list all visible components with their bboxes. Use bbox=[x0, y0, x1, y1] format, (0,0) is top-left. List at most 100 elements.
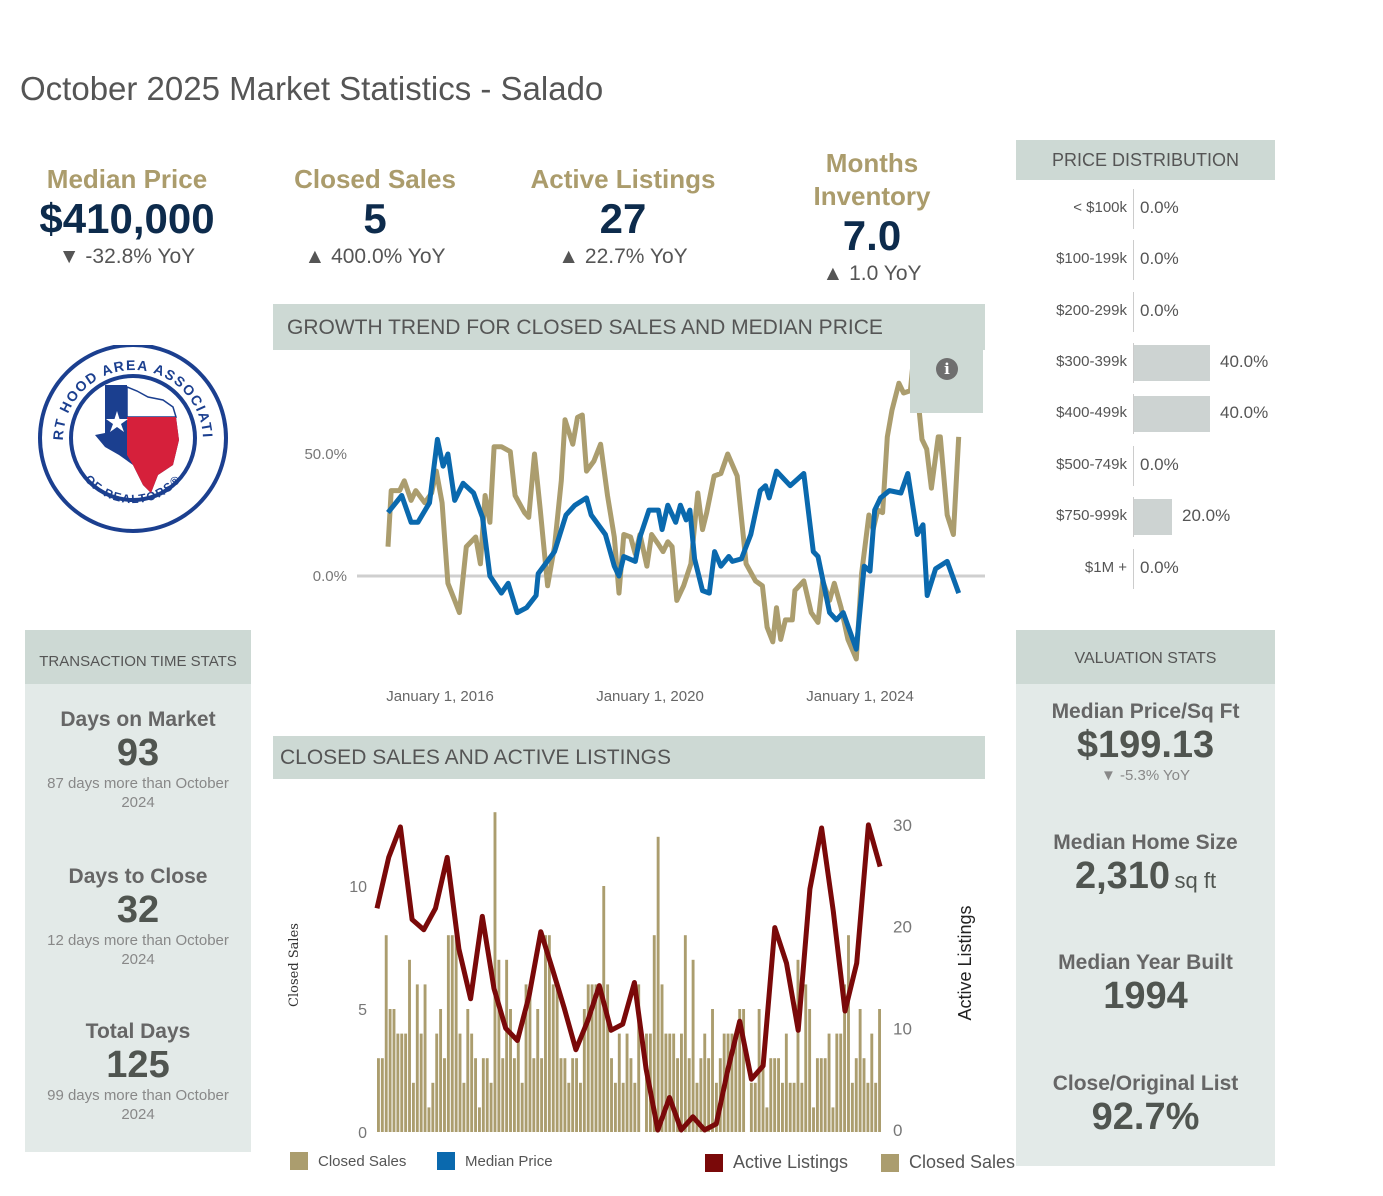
kpi-label: Active Listings bbox=[530, 164, 716, 194]
stat-label: Median Price/Sq Ft bbox=[1051, 700, 1240, 723]
legend-active-listings[interactable]: Active Listings bbox=[705, 1152, 848, 1173]
kpi-label: Median Price bbox=[46, 164, 208, 194]
closed-sales-bar bbox=[781, 1082, 784, 1132]
price-percent-label: 0.0% bbox=[1140, 249, 1179, 268]
stat-value: 92.7% bbox=[1091, 1096, 1200, 1138]
active-listings-line bbox=[374, 822, 883, 1133]
closed-sales-bar bbox=[843, 984, 847, 1132]
kpi-value: 5 bbox=[363, 195, 387, 242]
transaction-time-panel: TRANSACTION TIME STATS Days on Market 93… bbox=[25, 630, 251, 1152]
closed-sales-bar bbox=[769, 1058, 773, 1132]
stat-days-to-close: Days to Close 32 12 days more than Octob… bbox=[25, 865, 251, 969]
closed-sales-bar bbox=[377, 1058, 380, 1132]
closed-sales-bar bbox=[388, 1009, 392, 1132]
stat-value: 1994 bbox=[1103, 975, 1188, 1017]
closed-sales-bar bbox=[551, 984, 555, 1132]
closed-sales-bar bbox=[493, 812, 497, 1132]
valuation-header: VALUATION STATS bbox=[1016, 630, 1275, 684]
legend-swatch bbox=[705, 1153, 723, 1172]
closed-sales-bar bbox=[629, 1058, 633, 1132]
legend-label: Closed Sales bbox=[318, 1152, 407, 1170]
series-line-closed-sales bbox=[385, 366, 962, 662]
closed-sales-bar bbox=[450, 935, 454, 1132]
closed-sales-bar bbox=[544, 935, 547, 1132]
axis-line bbox=[1133, 189, 1134, 229]
stat-value: 32 bbox=[116, 889, 160, 931]
closed-sales-bar bbox=[676, 1058, 679, 1132]
price-distribution-bar[interactable] bbox=[1134, 499, 1172, 535]
closed-sales-bar bbox=[765, 1107, 769, 1132]
closed-sales-bar bbox=[792, 1082, 796, 1132]
closed-sales-bar bbox=[392, 1009, 396, 1132]
y-tick-label: 0 bbox=[358, 1125, 367, 1142]
closed-sales-bar bbox=[742, 1009, 746, 1132]
kpi-change: ▲ 1.0 YoY bbox=[822, 262, 922, 285]
price-distribution-bar[interactable] bbox=[1134, 345, 1210, 381]
closed-sales-bar bbox=[831, 1107, 835, 1132]
closed-sales-bar bbox=[478, 1107, 481, 1132]
closed-sales-bar bbox=[808, 1009, 812, 1132]
closed-sales-bar bbox=[590, 984, 594, 1132]
axis-line bbox=[1133, 343, 1134, 383]
closed-sales-bar bbox=[439, 1009, 443, 1132]
price-percent-label: 0.0% bbox=[1140, 301, 1179, 320]
closed-sales-bar bbox=[411, 1082, 415, 1132]
closed-sales-bar bbox=[520, 1082, 524, 1132]
closed-sales-bar bbox=[668, 1033, 672, 1132]
stat-median-price-sqft: Median Price/Sq Ft $199.13 ▼ -5.3% YoY bbox=[1016, 700, 1275, 785]
closed-sales-bar bbox=[854, 1058, 858, 1132]
y2-tick-label: 10 bbox=[893, 1019, 912, 1038]
closed-sales-bar bbox=[613, 1082, 617, 1132]
legend-closed-sales-2[interactable]: Closed Sales bbox=[881, 1152, 1015, 1173]
closed-sales-bar bbox=[815, 1058, 819, 1132]
closed-sales-bar bbox=[850, 1082, 854, 1132]
closed-sales-bar bbox=[594, 984, 598, 1132]
closed-sales-bar bbox=[563, 1058, 567, 1132]
closed-sales-bar bbox=[501, 1058, 505, 1132]
stat-close-original-list: Close/Original List 92.7% bbox=[1016, 1072, 1275, 1138]
price-distribution-row: < $100k 0.0% bbox=[1016, 189, 1276, 229]
closed-sales-bar bbox=[586, 984, 590, 1132]
stat-label: Total Days bbox=[85, 1020, 191, 1043]
info-icon[interactable]: i bbox=[936, 358, 958, 380]
closed-sales-bar bbox=[812, 1107, 815, 1132]
closed-sales-bar bbox=[652, 935, 656, 1132]
price-distribution-row: $100-199k 0.0% bbox=[1016, 240, 1276, 280]
closed-sales-bar bbox=[660, 984, 664, 1132]
stat-note: 99 days more than October 2024 bbox=[47, 1087, 229, 1123]
closed-sales-bar bbox=[804, 984, 808, 1132]
price-percent-label: 0.0% bbox=[1140, 198, 1179, 217]
legend-closed-sales[interactable]: Closed Sales bbox=[290, 1152, 406, 1170]
closed-sales-bar bbox=[874, 1082, 878, 1132]
closed-sales-bar bbox=[598, 984, 602, 1132]
closed-sales-bar bbox=[819, 1058, 823, 1132]
closed-sales-bar bbox=[835, 1033, 839, 1132]
price-range-label: $100-199k bbox=[1056, 250, 1127, 267]
closed-sales-bar bbox=[784, 1033, 788, 1132]
price-range-label: $500-749k bbox=[1056, 456, 1127, 473]
closed-sales-bar bbox=[446, 935, 450, 1132]
legend-median-price[interactable]: Median Price bbox=[437, 1152, 553, 1170]
texas-flag-icon bbox=[95, 385, 179, 493]
closed-sales-bar bbox=[400, 1033, 404, 1132]
closed-sales-bar bbox=[443, 1058, 446, 1132]
price-range-label: $400-499k bbox=[1056, 404, 1127, 421]
stat-unit: sq ft bbox=[1174, 868, 1217, 893]
kpi-closed-sales: Closed Sales 5 ▲ 400.0% YoY bbox=[255, 163, 495, 272]
closed-sales-bar bbox=[606, 984, 610, 1132]
closed-sales-bar bbox=[691, 959, 695, 1132]
price-range-label: $300-399k bbox=[1056, 353, 1127, 370]
closed-sales-bar bbox=[489, 1082, 493, 1132]
y-tick-label: 0.0% bbox=[313, 568, 347, 585]
closed-sales-bar bbox=[547, 935, 551, 1132]
closed-sales-bar bbox=[540, 1058, 544, 1132]
price-distribution-bar[interactable] bbox=[1134, 396, 1210, 432]
price-distribution-row: $200-299k 0.0% bbox=[1016, 292, 1276, 332]
closed-sales-bar bbox=[878, 1009, 881, 1132]
closed-sales-bar bbox=[512, 1058, 516, 1132]
closed-sales-bar bbox=[396, 1033, 400, 1132]
growth-trend-header: GROWTH TREND FOR CLOSED SALES AND MEDIAN… bbox=[273, 304, 985, 350]
closed-sales-bar bbox=[427, 1107, 431, 1132]
x-tick-label: January 1, 2024 bbox=[806, 688, 914, 705]
closed-sales-bar bbox=[454, 935, 458, 1132]
